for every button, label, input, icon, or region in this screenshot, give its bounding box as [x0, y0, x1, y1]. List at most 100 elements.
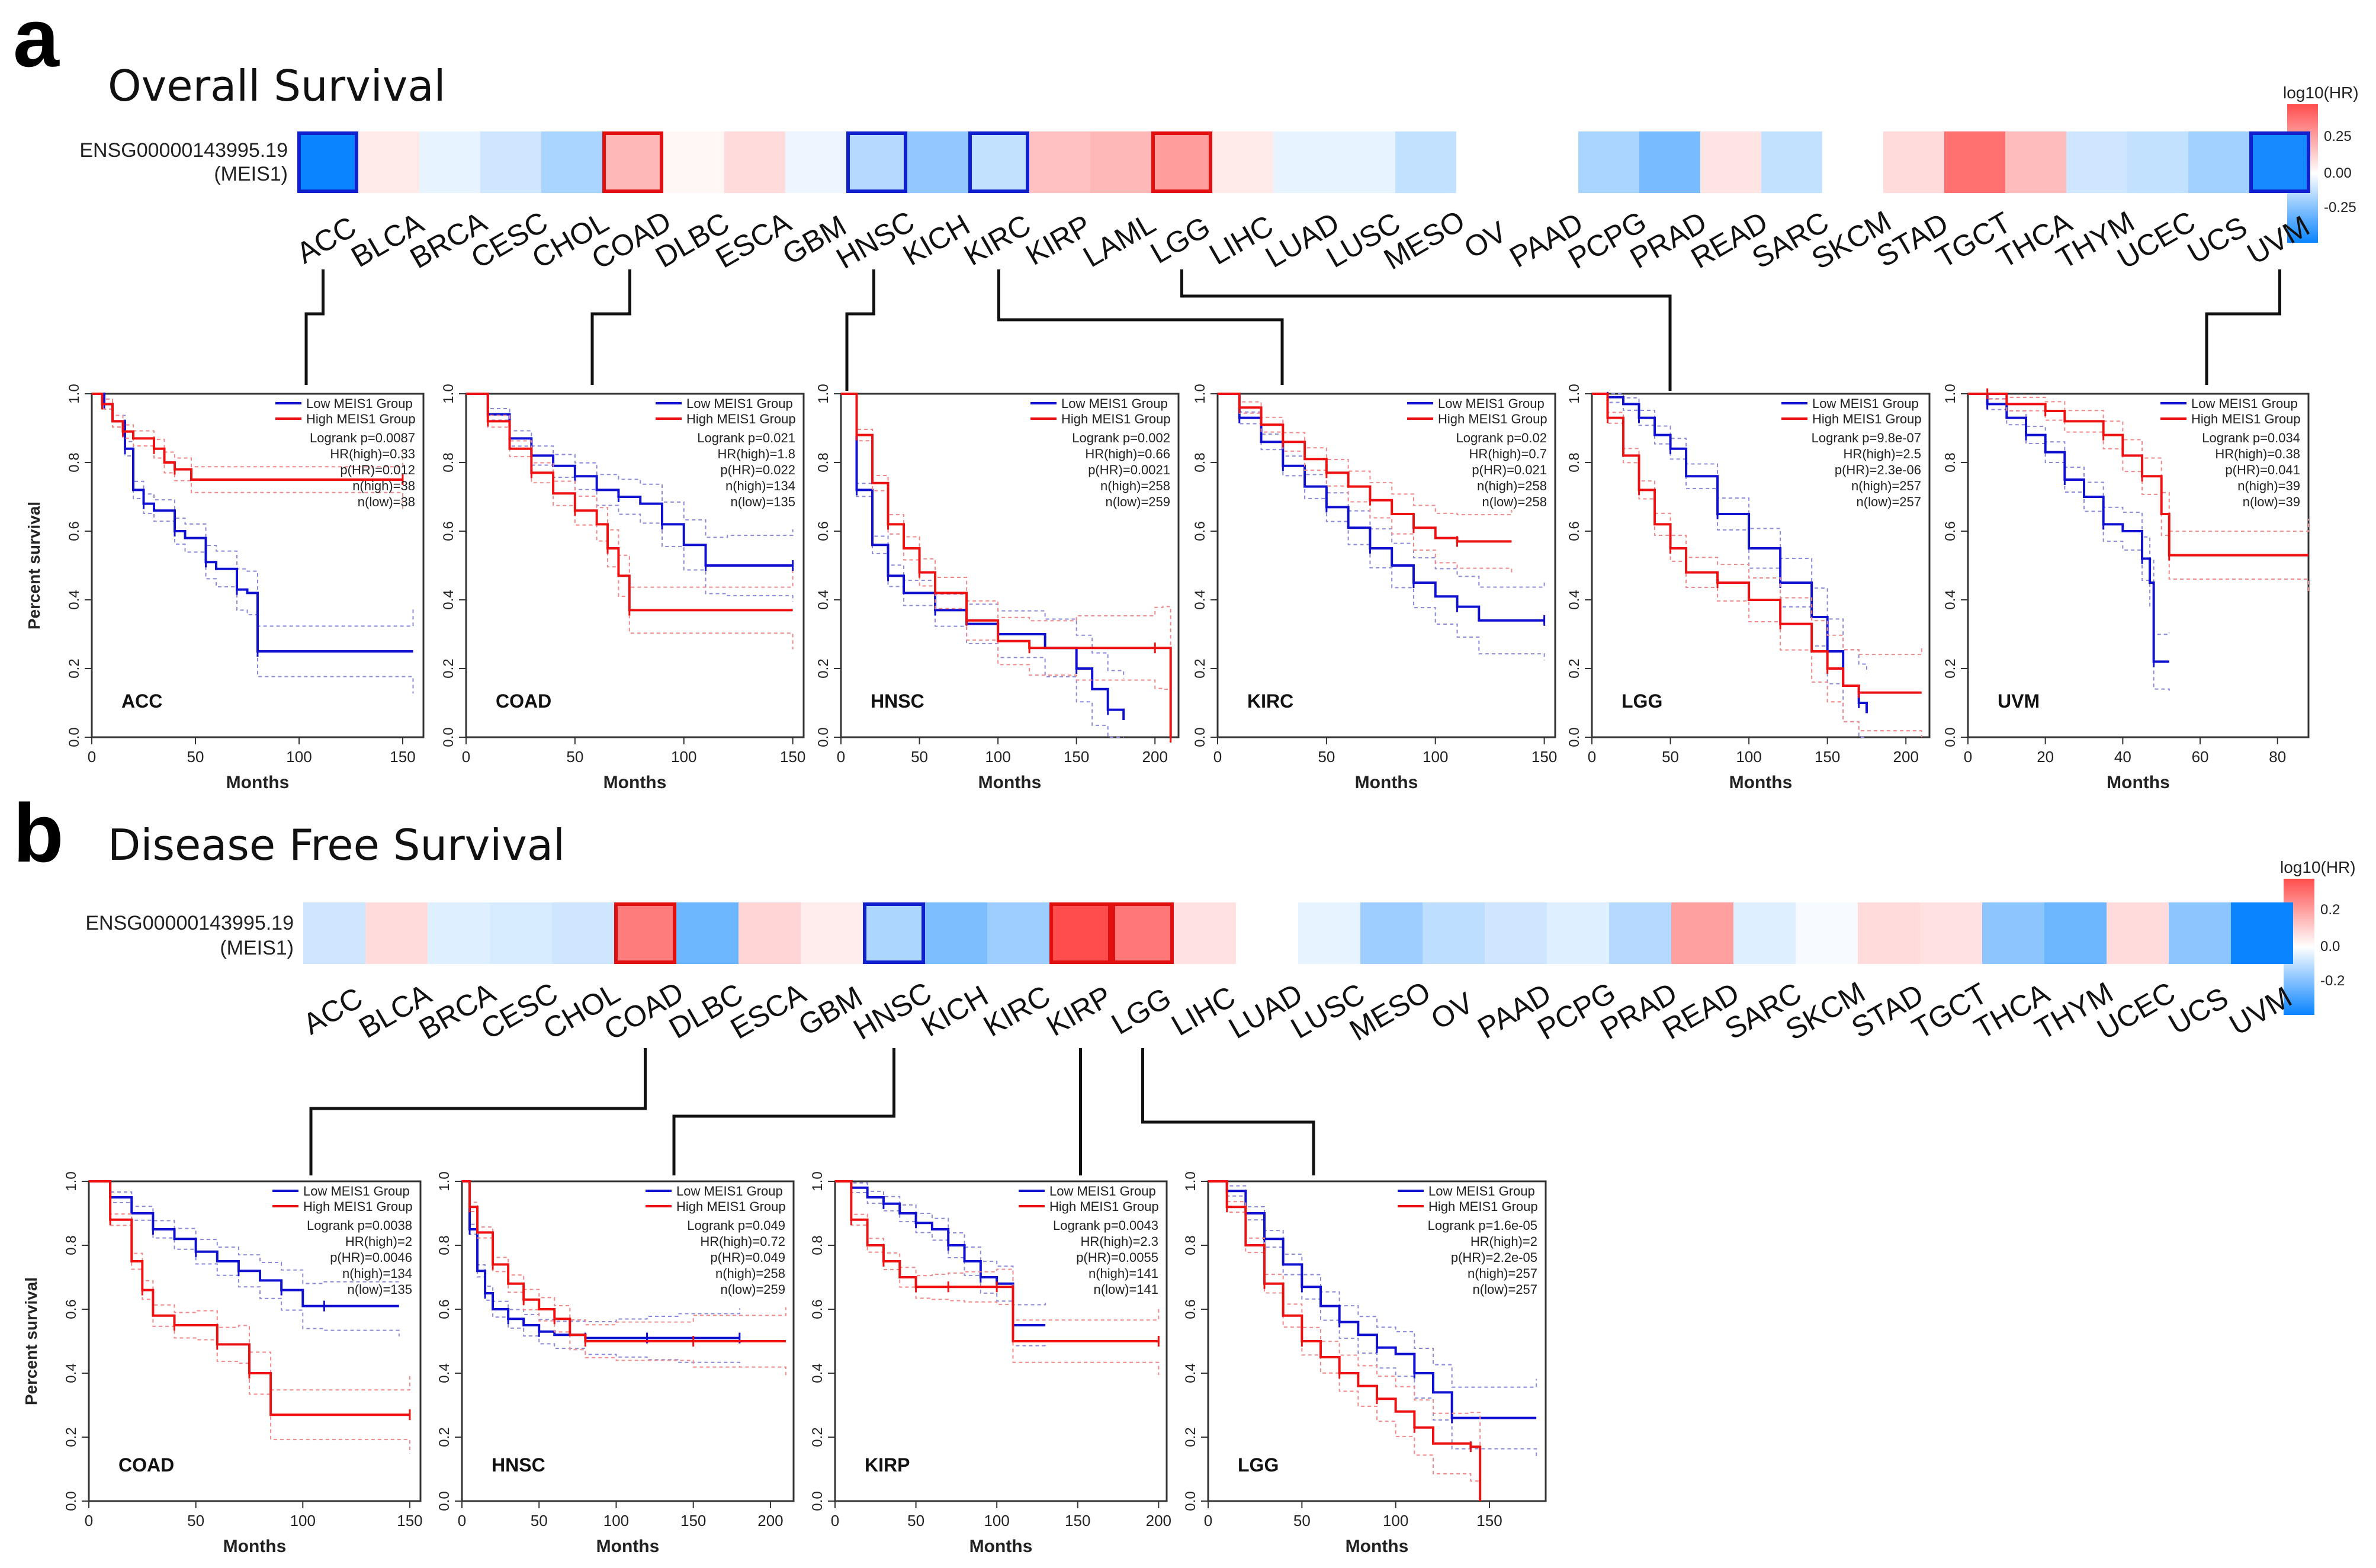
- km-y-tick-label: 0.2: [1566, 658, 1582, 678]
- km-ci-lower-low: [1968, 393, 2170, 691]
- heatmap-cell-esca: [724, 131, 785, 193]
- km-y-tick-label: 0.6: [815, 521, 831, 541]
- km-xlabel: Months: [226, 773, 290, 792]
- heatmap-cell-blca: [365, 902, 428, 964]
- heatmap-cell-dlbc: [663, 131, 724, 193]
- km-y-tick-label: 0.0: [1183, 1491, 1199, 1511]
- km-y-tick-label: 0.2: [436, 1427, 452, 1447]
- km-panel-dfs-kirp: 0 50 100 150 200 0.0 0.2 0.4 0.6 0.8 1.0 Months Low …: [810, 1171, 1171, 1556]
- km-stat: n(high)=257: [1851, 478, 1921, 493]
- connector-os-hnsc: [845, 269, 875, 391]
- heatmap-cell-sarc: [1733, 902, 1796, 964]
- km-cancer-label: LGG: [1622, 690, 1662, 712]
- km-y-tick-label: 0.0: [810, 1491, 826, 1511]
- km-x-tick-label: 0: [1204, 1512, 1212, 1530]
- km-y-tick-label: 0.8: [815, 452, 831, 472]
- km-y-tick-label: 0.0: [436, 1491, 452, 1511]
- km-stat: n(low)=39: [2243, 494, 2300, 509]
- dfs-colorbar-tick: -0.2: [2320, 973, 2345, 989]
- km-x-tick-label: 150: [1064, 748, 1089, 766]
- km-y-tick-label: 1.0: [1183, 1171, 1199, 1191]
- km-ylabel: Percent survival: [25, 502, 43, 629]
- km-y-tick-label: 0.2: [63, 1427, 79, 1447]
- km-y-tick-label: 0.0: [815, 727, 831, 747]
- km-x-tick-label: 100: [290, 1512, 316, 1530]
- km-panel-os-acc: 0 50 100 150 0.0 0.2 0.4 0.6 0.8 1.0 Months Percent…: [25, 384, 425, 792]
- km-y-tick-label: 0.2: [1192, 658, 1208, 678]
- km-ci-lower-low: [466, 393, 794, 602]
- heatmap-label-lgg: LGG: [1145, 210, 1215, 270]
- km-frame: [88, 1180, 422, 1502]
- km-stat: n(low)=258: [1482, 494, 1547, 509]
- heatmap-label-ov: OV: [1459, 215, 1513, 265]
- heatmap-label-kirp: KIRP: [1041, 979, 1117, 1043]
- km-y-tick-label: 0.8: [441, 452, 457, 472]
- heatmap-cell-blca: [358, 131, 419, 193]
- heatmap-label-ov: OV: [1425, 986, 1479, 1036]
- panel-b-letter: b: [13, 786, 64, 879]
- heatmap-label-kirc: KIRC: [978, 979, 1055, 1043]
- km-legend-label: High MEIS1 Group: [1061, 412, 1171, 426]
- heatmap-cell-uvm: [2231, 902, 2293, 964]
- km-y-tick-label: 1.0: [815, 384, 831, 403]
- km-y-tick-label: 0.4: [441, 590, 457, 609]
- heatmap-cell-lihc: [1174, 902, 1236, 964]
- km-ci-lower-high: [1208, 1181, 1481, 1501]
- heatmap-cell-ov: [1423, 902, 1485, 964]
- km-y-tick-label: 0.8: [1942, 452, 1958, 472]
- km-cancer-label: COAD: [496, 690, 551, 712]
- km-stat: n(high)=258: [715, 1266, 785, 1281]
- km-y-tick-label: 0.6: [63, 1299, 79, 1319]
- km-x-tick-label: 40: [2114, 748, 2131, 766]
- heatmap-label-lihc: LIHC: [1166, 980, 1241, 1042]
- km-stat: n(high)=141: [1089, 1266, 1158, 1281]
- heatmap-cell-thca: [2005, 131, 2066, 193]
- km-x-tick-label: 200: [1142, 748, 1168, 766]
- connector-dfs-hnsc: [672, 1048, 895, 1175]
- km-legend-label: Low MEIS1 Group: [1049, 1184, 1156, 1199]
- km-y-tick-label: 0.4: [1192, 590, 1208, 609]
- km-cancer-label: COAD: [118, 1454, 174, 1476]
- km-y-tick-label: 0.4: [815, 590, 831, 609]
- km-stat: HR(high)=0.38: [2215, 446, 2300, 461]
- heatmap-cell-brca: [419, 131, 480, 193]
- km-stat: HR(high)=2: [1470, 1234, 1537, 1249]
- km-x-tick-label: 50: [1662, 748, 1679, 766]
- km-y-tick-label: 1.0: [441, 384, 457, 403]
- km-legend-label: High MEIS1 Group: [2191, 412, 2301, 426]
- km-y-tick-label: 0.2: [441, 658, 457, 678]
- km-stat: Logrank p=9.8e-07: [1812, 430, 1921, 445]
- km-stat: n(high)=39: [2237, 478, 2300, 493]
- km-x-tick-label: 100: [1383, 1512, 1408, 1530]
- km-stat: n(low)=259: [721, 1282, 785, 1297]
- km-y-tick-label: 0.4: [436, 1363, 452, 1383]
- km-y-tick-label: 1.0: [1566, 384, 1582, 403]
- km-xlabel: Months: [1355, 773, 1418, 792]
- km-x-tick-label: 200: [757, 1512, 783, 1530]
- km-cancer-label: KIRP: [865, 1454, 910, 1476]
- km-y-tick-label: 1.0: [1192, 384, 1208, 403]
- heatmap-cell-acc: [303, 902, 365, 964]
- km-stat: Logrank p=1.6e-05: [1428, 1218, 1537, 1233]
- km-legend-label: Low MEIS1 Group: [1438, 396, 1545, 411]
- dfs-heatmap: ACCBLCABRCACESCCHOLCOADDLBCESCAGBMHNSCKI…: [297, 902, 2297, 1047]
- km-x-tick-label: 50: [1318, 748, 1335, 766]
- km-x-tick-label: 100: [671, 748, 696, 766]
- km-cancer-label: LGG: [1238, 1454, 1279, 1476]
- km-stat: p(HR)=0.012: [340, 462, 415, 477]
- heatmap-cell-kirp: [1029, 131, 1090, 193]
- km-panel-dfs-hnsc: 0 50 100 150 200 0.0 0.2 0.4 0.6 0.8 1.0 Months Low …: [436, 1171, 795, 1556]
- km-ci-lower-low: [1208, 1181, 1537, 1457]
- km-cancer-label: UVM: [1998, 690, 2040, 712]
- heatmap-cell-thym: [2044, 902, 2107, 964]
- heatmap-cell-coad: [602, 131, 663, 193]
- km-panel-os-lgg: 0 50 100 150 200 0.0 0.2 0.4 0.6 0.8 1.0 Months Low …: [1566, 384, 1931, 792]
- heatmap-cell-luad: [1236, 902, 1298, 964]
- km-stat: HR(high)=0.7: [1469, 446, 1547, 461]
- heatmap-cell-stad: [1858, 902, 1920, 964]
- panel-b-title: Disease Free Survival: [108, 820, 565, 870]
- km-x-tick-label: 50: [907, 1512, 924, 1530]
- km-stat: p(HR)=0.0055: [1076, 1250, 1158, 1265]
- km-y-tick-label: 0.6: [1942, 521, 1958, 541]
- km-ci-upper-high: [841, 393, 1171, 689]
